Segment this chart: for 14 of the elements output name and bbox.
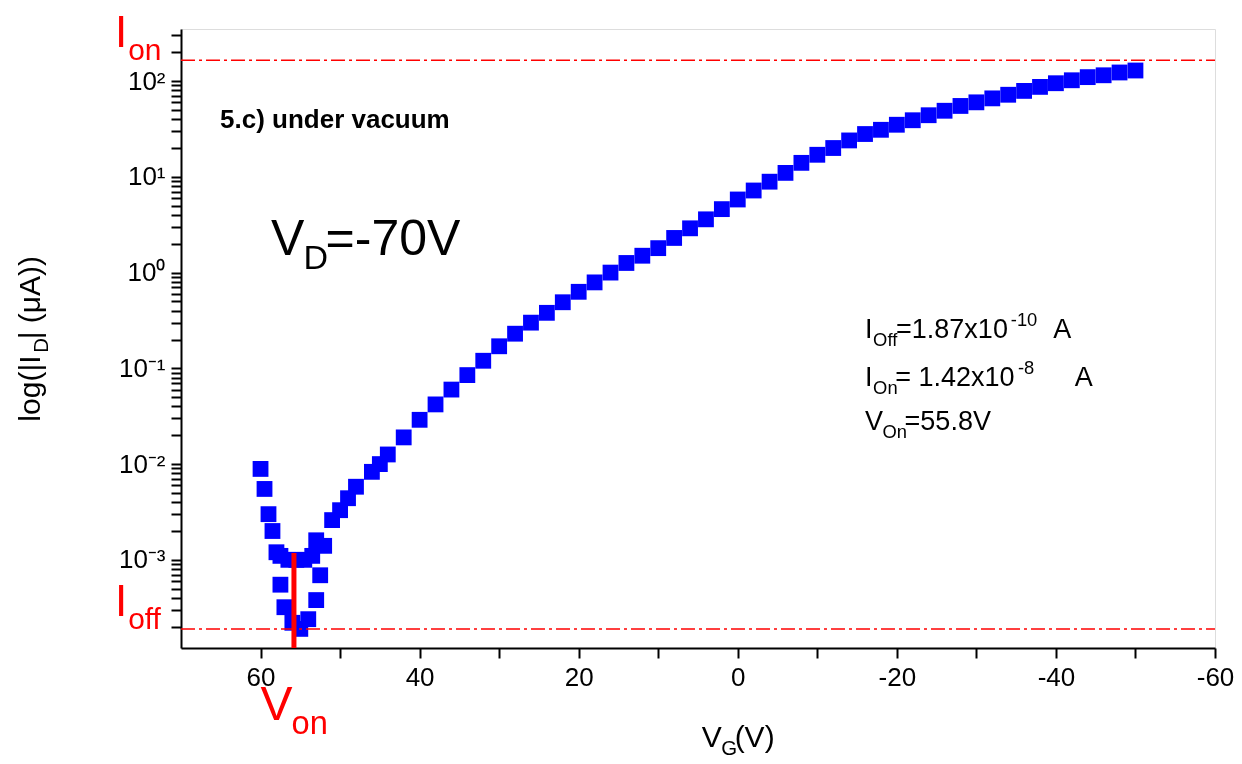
- x-tick-label: -20: [878, 661, 917, 692]
- y-tick-label: 10⁻¹: [118, 352, 166, 383]
- y-tick-label: 10²: [127, 65, 166, 96]
- y-tick-label: 10⁰: [127, 257, 166, 288]
- annotation: 5.c) under vacuum: [220, 104, 450, 134]
- x-tick-label: 0: [731, 661, 746, 692]
- y-tick-label: 10¹: [127, 161, 166, 192]
- x-tick-label: 40: [405, 661, 435, 692]
- y-tick-label: 10⁻³: [118, 544, 166, 575]
- x-tick-label: -60: [1196, 661, 1235, 692]
- x-tick-label: 20: [564, 661, 594, 692]
- y-axis-title: log(|ID| (μA)): [13, 255, 53, 422]
- x-tick-label: -40: [1037, 661, 1076, 692]
- y-tick-label: 10⁻²: [118, 448, 166, 479]
